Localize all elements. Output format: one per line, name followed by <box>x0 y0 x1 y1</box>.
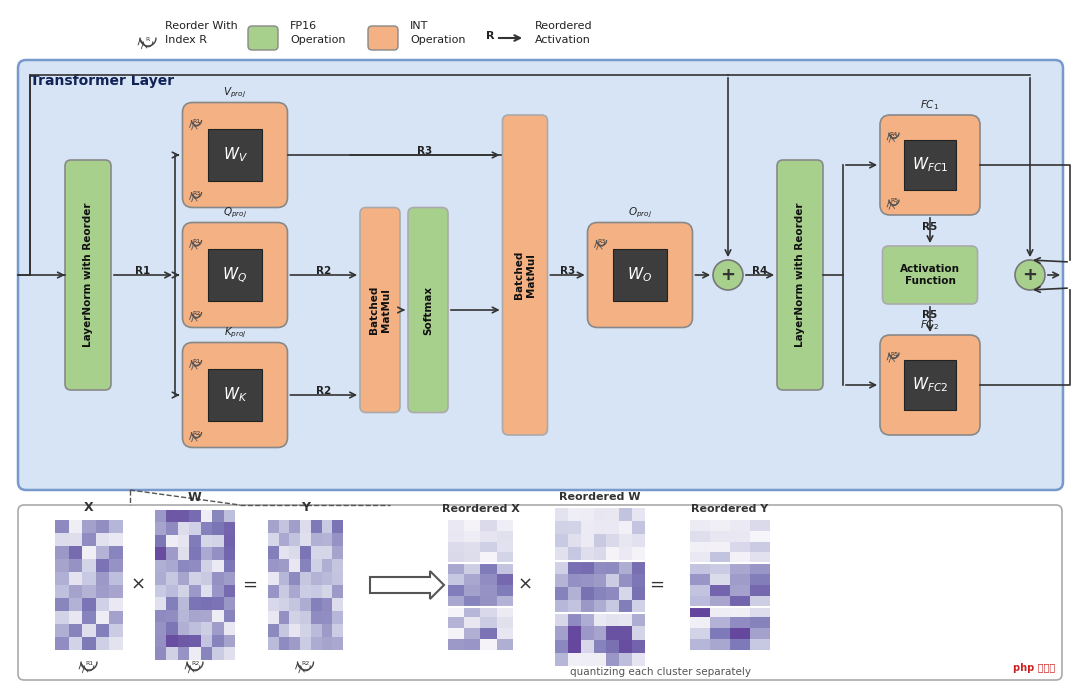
Text: Reordered W: Reordered W <box>559 492 640 502</box>
Text: R2: R2 <box>192 311 201 316</box>
FancyBboxPatch shape <box>183 223 287 327</box>
FancyBboxPatch shape <box>880 115 980 215</box>
Text: $O_{proj}$: $O_{proj}$ <box>627 205 652 220</box>
Text: R1: R1 <box>192 119 201 124</box>
Text: Cluster 1: Cluster 1 <box>487 566 497 604</box>
Text: R1: R1 <box>135 266 150 276</box>
Text: =: = <box>243 576 257 594</box>
Text: Reordered Y: Reordered Y <box>691 504 769 514</box>
FancyBboxPatch shape <box>65 160 111 390</box>
Text: Cluster 3: Cluster 3 <box>451 566 460 604</box>
Text: Batched
MatMul: Batched MatMul <box>514 251 536 299</box>
FancyBboxPatch shape <box>777 160 823 390</box>
Text: R1: R1 <box>192 239 201 244</box>
Text: $V_{proj}$: $V_{proj}$ <box>224 85 246 99</box>
Text: Cluster 2: Cluster 2 <box>582 568 627 577</box>
FancyBboxPatch shape <box>408 207 448 413</box>
Text: R4: R4 <box>890 132 899 136</box>
Text: R: R <box>146 37 150 42</box>
Text: $W_O$: $W_O$ <box>627 266 652 285</box>
Text: INT
Operation: INT Operation <box>410 21 465 45</box>
Text: $FC_2$: $FC_2$ <box>920 318 940 332</box>
Text: LayerNorm with Reorder: LayerNorm with Reorder <box>83 203 93 347</box>
Text: Reordered
Activation: Reordered Activation <box>535 21 593 45</box>
Bar <box>612 249 667 301</box>
Text: Softmax: Softmax <box>423 285 433 335</box>
Text: php 中文网: php 中文网 <box>1013 663 1055 673</box>
Text: Cluster 1: Cluster 1 <box>726 566 734 604</box>
Text: $W_{FC1}$: $W_{FC1}$ <box>912 156 948 174</box>
FancyBboxPatch shape <box>183 342 287 447</box>
Text: $K_{proj}$: $K_{proj}$ <box>224 325 246 340</box>
Text: $Q_{proj}$: $Q_{proj}$ <box>222 205 247 220</box>
Text: R2: R2 <box>191 661 199 666</box>
Text: ×: × <box>131 576 146 594</box>
Text: $W_Q$: $W_Q$ <box>222 265 247 285</box>
Text: X: X <box>84 501 94 514</box>
Text: R1: R1 <box>85 661 93 666</box>
FancyBboxPatch shape <box>360 207 400 413</box>
Text: R3: R3 <box>597 239 606 244</box>
Text: $W_{FC2}$: $W_{FC2}$ <box>912 376 948 394</box>
Text: +: + <box>720 266 735 284</box>
Text: R3: R3 <box>559 266 576 276</box>
Text: R2: R2 <box>192 431 201 436</box>
FancyBboxPatch shape <box>880 335 980 435</box>
Text: Cluster 2: Cluster 2 <box>693 566 702 604</box>
Circle shape <box>713 260 743 290</box>
Text: Cluster 1: Cluster 1 <box>582 524 627 533</box>
FancyBboxPatch shape <box>502 115 548 435</box>
FancyBboxPatch shape <box>368 26 399 50</box>
Text: R3: R3 <box>192 191 201 196</box>
Text: R: R <box>486 31 495 41</box>
Text: R2: R2 <box>316 386 332 396</box>
Text: R1: R1 <box>192 359 201 364</box>
Text: R2: R2 <box>301 661 310 666</box>
Bar <box>207 369 262 421</box>
Text: +: + <box>1023 266 1038 284</box>
Text: Activation
Function: Activation Function <box>900 264 960 286</box>
Text: Batched
MatMul: Batched MatMul <box>369 286 391 334</box>
Bar <box>207 249 262 301</box>
Text: W: W <box>188 491 202 504</box>
FancyArrow shape <box>370 571 444 599</box>
Text: R4: R4 <box>753 266 768 276</box>
Text: $W_K$: $W_K$ <box>222 386 247 404</box>
FancyBboxPatch shape <box>882 246 977 304</box>
Bar <box>904 140 956 190</box>
Text: LayerNorm with Reorder: LayerNorm with Reorder <box>795 203 805 347</box>
Circle shape <box>1015 260 1045 290</box>
Text: quantizing each cluster separately: quantizing each cluster separately <box>569 667 751 677</box>
FancyBboxPatch shape <box>248 26 278 50</box>
FancyBboxPatch shape <box>588 223 692 327</box>
Text: FP16
Operation: FP16 Operation <box>291 21 346 45</box>
Text: Reordered X: Reordered X <box>442 504 519 514</box>
Text: R2: R2 <box>316 266 332 276</box>
Text: ×: × <box>517 576 532 594</box>
FancyBboxPatch shape <box>183 103 287 207</box>
Text: Reorder With
Index R: Reorder With Index R <box>165 21 238 45</box>
Text: R5: R5 <box>890 351 899 356</box>
Text: $W_V$: $W_V$ <box>222 145 247 165</box>
Bar <box>207 129 262 181</box>
FancyBboxPatch shape <box>18 60 1063 490</box>
Text: Cluster 2: Cluster 2 <box>470 566 478 604</box>
Text: R5: R5 <box>890 198 899 203</box>
Text: $FC_1$: $FC_1$ <box>920 99 940 112</box>
Text: Y: Y <box>301 501 310 514</box>
Bar <box>904 360 956 410</box>
Text: R5: R5 <box>922 311 937 320</box>
Text: Transformer Layer: Transformer Layer <box>30 74 174 88</box>
Text: R3: R3 <box>417 146 433 156</box>
FancyBboxPatch shape <box>18 505 1062 680</box>
Text: =: = <box>649 576 664 594</box>
Text: R5: R5 <box>922 221 937 232</box>
Text: Cluster 3: Cluster 3 <box>582 613 627 622</box>
